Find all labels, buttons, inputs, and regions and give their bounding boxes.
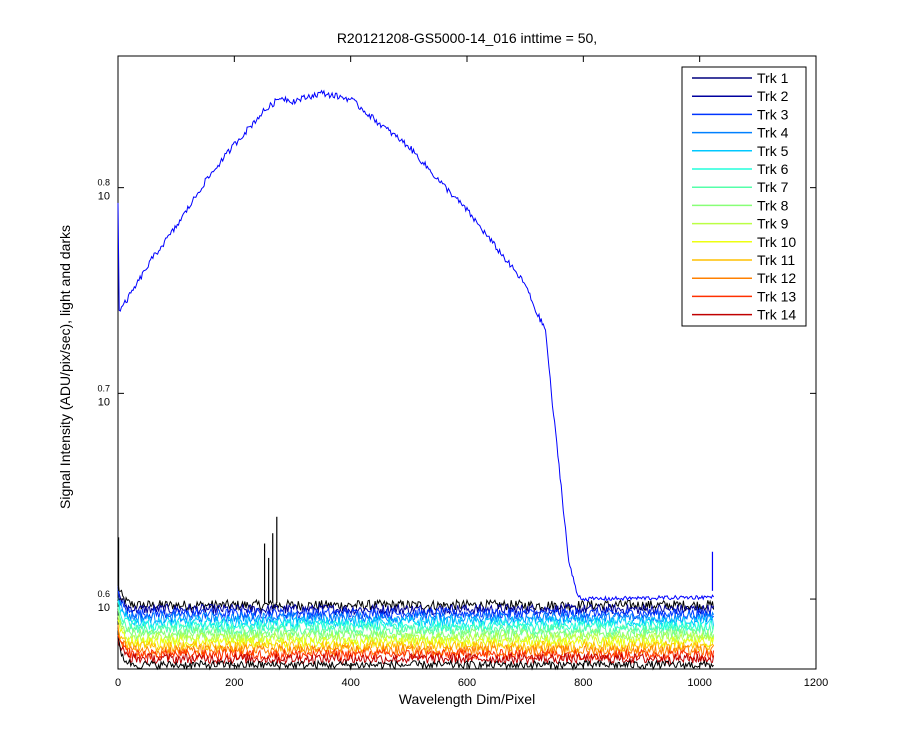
dark-band-envelope <box>117 637 714 671</box>
legend-label-7: Trk 7 <box>757 179 789 195</box>
legend-label-1: Trk 1 <box>757 70 789 86</box>
chart-title: R20121208-GS5000-14_016 inttime = 50, <box>337 30 597 46</box>
legend-label-9: Trk 9 <box>757 216 789 232</box>
dark-band-10 <box>117 619 715 650</box>
x-tick-label-6: 1200 <box>804 677 828 689</box>
legend-label-12: Trk 12 <box>757 270 796 286</box>
y-tick-label-exp-0: 0.6 <box>97 589 110 599</box>
x-tick-label-0: 0 <box>115 677 121 689</box>
legend: Trk 1 Trk 2 Trk 3 Trk 4 Trk 5 Trk 6 Trk 7 Trk 8… <box>681 66 807 327</box>
light-curve-trk-1 <box>117 89 715 602</box>
legend-label-11: Trk 11 <box>757 252 795 268</box>
legend-label-4: Trk 4 <box>757 125 789 141</box>
legend-label-5: Trk 5 <box>757 143 789 159</box>
dark-band-6 <box>117 600 714 633</box>
dark-band-2 <box>117 585 715 617</box>
y-tick-label-exp-1: 0.7 <box>97 383 110 393</box>
y-axis-label: Signal Intensity (ADU/pix/sec), light an… <box>57 225 73 509</box>
dark-band-13 <box>117 634 715 662</box>
dark-band-14 <box>117 639 715 666</box>
legend-label-10: Trk 10 <box>757 234 796 250</box>
y-tick-label-base-0: 10 <box>98 602 110 614</box>
x-tick-label-4: 800 <box>574 677 592 689</box>
dark-band-1 <box>117 583 715 613</box>
dark-band-12 <box>117 624 714 658</box>
legend-label-2: Trk 2 <box>757 88 789 104</box>
x-tick-label-1: 200 <box>225 677 243 689</box>
legend-label-8: Trk 8 <box>757 197 789 213</box>
x-tick-label-2: 400 <box>341 677 359 689</box>
x-tick-label-5: 1000 <box>687 677 711 689</box>
legend-box <box>681 66 807 327</box>
y-tick-label-exp-2: 0.8 <box>97 178 110 188</box>
legend-label-3: Trk 3 <box>757 106 789 122</box>
dark-band-9 <box>117 615 715 646</box>
legend-label-6: Trk 6 <box>757 161 789 177</box>
y-tick-label-base-2: 10 <box>98 191 110 203</box>
legend-label-14: Trk 14 <box>757 307 796 323</box>
y-tick-label-base-1: 10 <box>98 396 110 408</box>
dark-band-11 <box>117 629 715 654</box>
x-tick-label-3: 600 <box>458 677 476 689</box>
x-axis-label: Wavelength Dim/Pixel <box>399 691 535 707</box>
dark-band-3 <box>117 588 715 621</box>
legend-label-13: Trk 13 <box>757 288 796 304</box>
